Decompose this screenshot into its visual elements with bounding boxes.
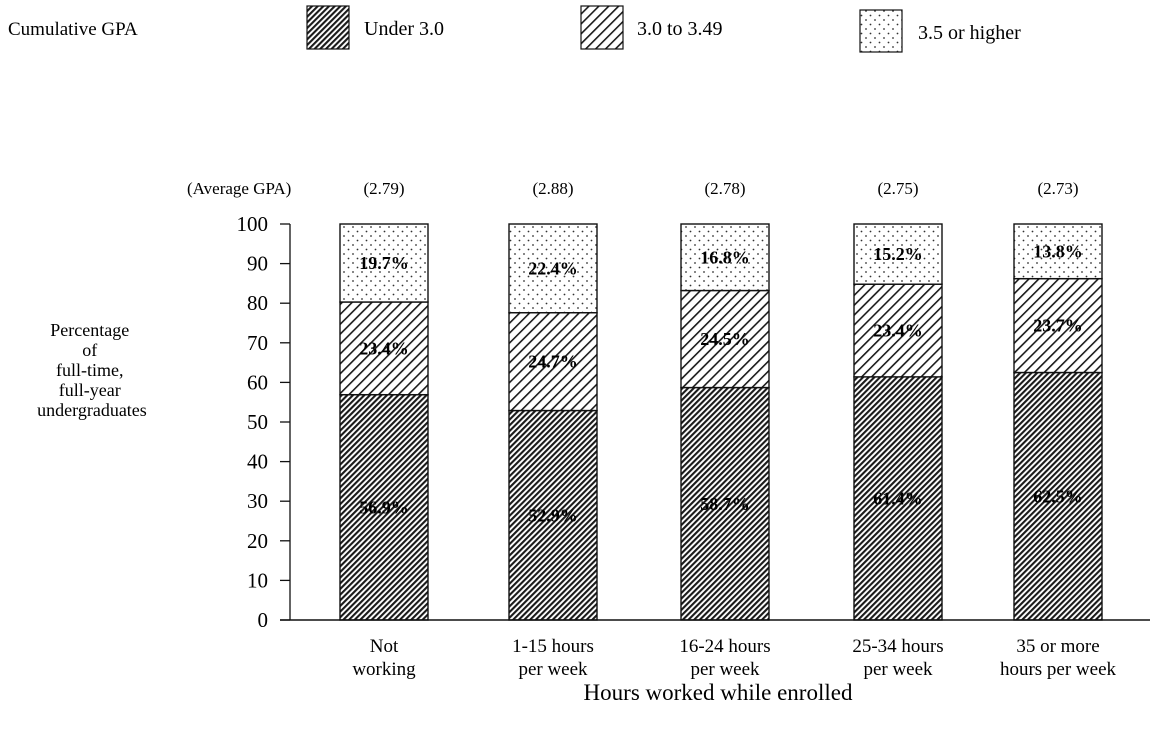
bars: 56.9% 23.4% 19.7% (2.79) Not working 52.9% 24.7… xyxy=(339,179,1117,680)
x-category-label-line: 1-15 hours xyxy=(512,636,594,657)
average-gpa-value: (2.75) xyxy=(877,179,918,198)
data-label-35-or-higher: 15.2% xyxy=(873,244,923,264)
y-tick-label: 10 xyxy=(247,568,268,592)
legend-item-3-to-349: 3.0 to 3.49 xyxy=(580,5,723,50)
y-axis-title-line: of xyxy=(82,340,97,360)
y-axis-title-line: Percentage xyxy=(50,320,129,340)
y-axis-title-line: undergraduates xyxy=(37,400,147,420)
y-tick-label: 20 xyxy=(247,529,268,553)
x-category-label-line: per week xyxy=(863,659,933,680)
y-axis-title: Percentage of full-time, full-year under… xyxy=(37,320,147,420)
y-tick-label: 30 xyxy=(247,489,268,513)
x-category-label: 35 or more hours per week xyxy=(1000,636,1117,680)
x-category-label-line: Not xyxy=(370,636,399,657)
data-label-3-to-349: 23.4% xyxy=(873,321,923,341)
average-gpa-value: (2.88) xyxy=(532,179,573,198)
legend-swatch-under-3 xyxy=(306,5,350,50)
data-label-35-or-higher: 16.8% xyxy=(700,247,750,267)
segment-35-or-higher xyxy=(339,223,429,303)
y-tick-label: 80 xyxy=(247,291,268,315)
legend-swatch-35-or-higher xyxy=(859,9,903,53)
data-label-under-3: 58.7% xyxy=(700,494,750,514)
average-gpa-label: (Average GPA) xyxy=(187,179,291,198)
bar-stack: 62.5% 23.7% 13.8% xyxy=(1013,223,1103,621)
data-label-35-or-higher: 22.4% xyxy=(528,258,578,278)
x-category-label-line: 35 or more xyxy=(1016,636,1099,657)
x-category-label-line: hours per week xyxy=(1000,659,1117,680)
average-gpa-value: (2.78) xyxy=(704,179,745,198)
y-tick-label: 0 xyxy=(258,608,269,632)
y-axis: 0 10 20 30 40 50 60 70 80 90 100 xyxy=(237,212,291,632)
bar-stack: 52.9% 24.7% 22.4% xyxy=(508,223,598,621)
x-category-label-line: working xyxy=(352,659,416,680)
x-category-label: Not working xyxy=(352,636,416,680)
legend-title: Cumulative GPA xyxy=(8,19,138,40)
x-category-label-line: per week xyxy=(518,659,588,680)
segment-35-or-higher xyxy=(853,223,943,285)
average-gpa-value: (2.73) xyxy=(1037,179,1078,198)
y-tick-label: 100 xyxy=(237,212,269,236)
average-gpa-value: (2.79) xyxy=(363,179,404,198)
legend-label-under-3: Under 3.0 xyxy=(364,18,444,40)
segment-3-to-349 xyxy=(853,283,943,378)
data-label-3-to-349: 23.7% xyxy=(1033,316,1083,336)
data-label-3-to-349: 24.5% xyxy=(700,329,750,349)
y-tick-label: 60 xyxy=(247,370,268,394)
legend-item-under-3: Under 3.0 xyxy=(306,5,444,50)
x-category-label: 16-24 hours per week xyxy=(679,636,770,680)
y-axis-title-line: full-year xyxy=(59,380,121,400)
segment-35-or-higher xyxy=(508,223,598,314)
segment-under-3 xyxy=(339,393,429,621)
segment-35-or-higher xyxy=(1013,223,1103,280)
legend-item-35-or-higher: 3.5 or higher xyxy=(859,9,1021,53)
legend-label-35-or-higher: 3.5 or higher xyxy=(918,22,1021,44)
data-label-3-to-349: 24.7% xyxy=(528,352,578,372)
data-label-under-3: 56.9% xyxy=(359,497,409,517)
x-category-label: 1-15 hours per week xyxy=(512,636,594,680)
x-category-label-line: 16-24 hours xyxy=(679,636,770,657)
legend: Cumulative GPA Under 3.0 3.0 to 3.49 3.5… xyxy=(8,5,1021,53)
x-category-label: 25-34 hours per week xyxy=(852,636,943,680)
bar-stack: 56.9% 23.4% 19.7% xyxy=(339,223,429,621)
segment-under-3 xyxy=(680,386,770,621)
data-label-35-or-higher: 13.8% xyxy=(1033,241,1083,261)
data-label-under-3: 61.4% xyxy=(873,488,923,508)
x-category-label-line: per week xyxy=(690,659,760,680)
y-tick-label: 70 xyxy=(247,331,268,355)
data-label-3-to-349: 23.4% xyxy=(359,338,409,358)
segment-3-to-349 xyxy=(680,289,770,389)
data-label-35-or-higher: 19.7% xyxy=(359,253,409,273)
segment-3-to-349 xyxy=(1013,277,1103,374)
bar-stack: 61.4% 23.4% 15.2% xyxy=(853,223,943,621)
y-tick-label: 40 xyxy=(247,450,268,474)
segment-under-3 xyxy=(853,376,943,621)
bar-stack: 58.7% 24.5% 16.8% xyxy=(680,223,770,621)
y-tick-label: 50 xyxy=(247,410,268,434)
segment-35-or-higher xyxy=(680,223,770,292)
x-category-label-line: 25-34 hours xyxy=(852,636,943,657)
data-label-under-3: 52.9% xyxy=(528,505,578,525)
y-tick-label: 90 xyxy=(247,252,268,276)
data-label-under-3: 62.5% xyxy=(1033,486,1083,506)
y-axis-title-line: full-time, xyxy=(56,360,123,380)
legend-label-3-to-349: 3.0 to 3.49 xyxy=(637,18,723,40)
segment-3-to-349 xyxy=(508,312,598,412)
legend-swatch-3-to-349 xyxy=(580,5,624,50)
x-axis-title: Hours worked while enrolled xyxy=(584,680,853,705)
